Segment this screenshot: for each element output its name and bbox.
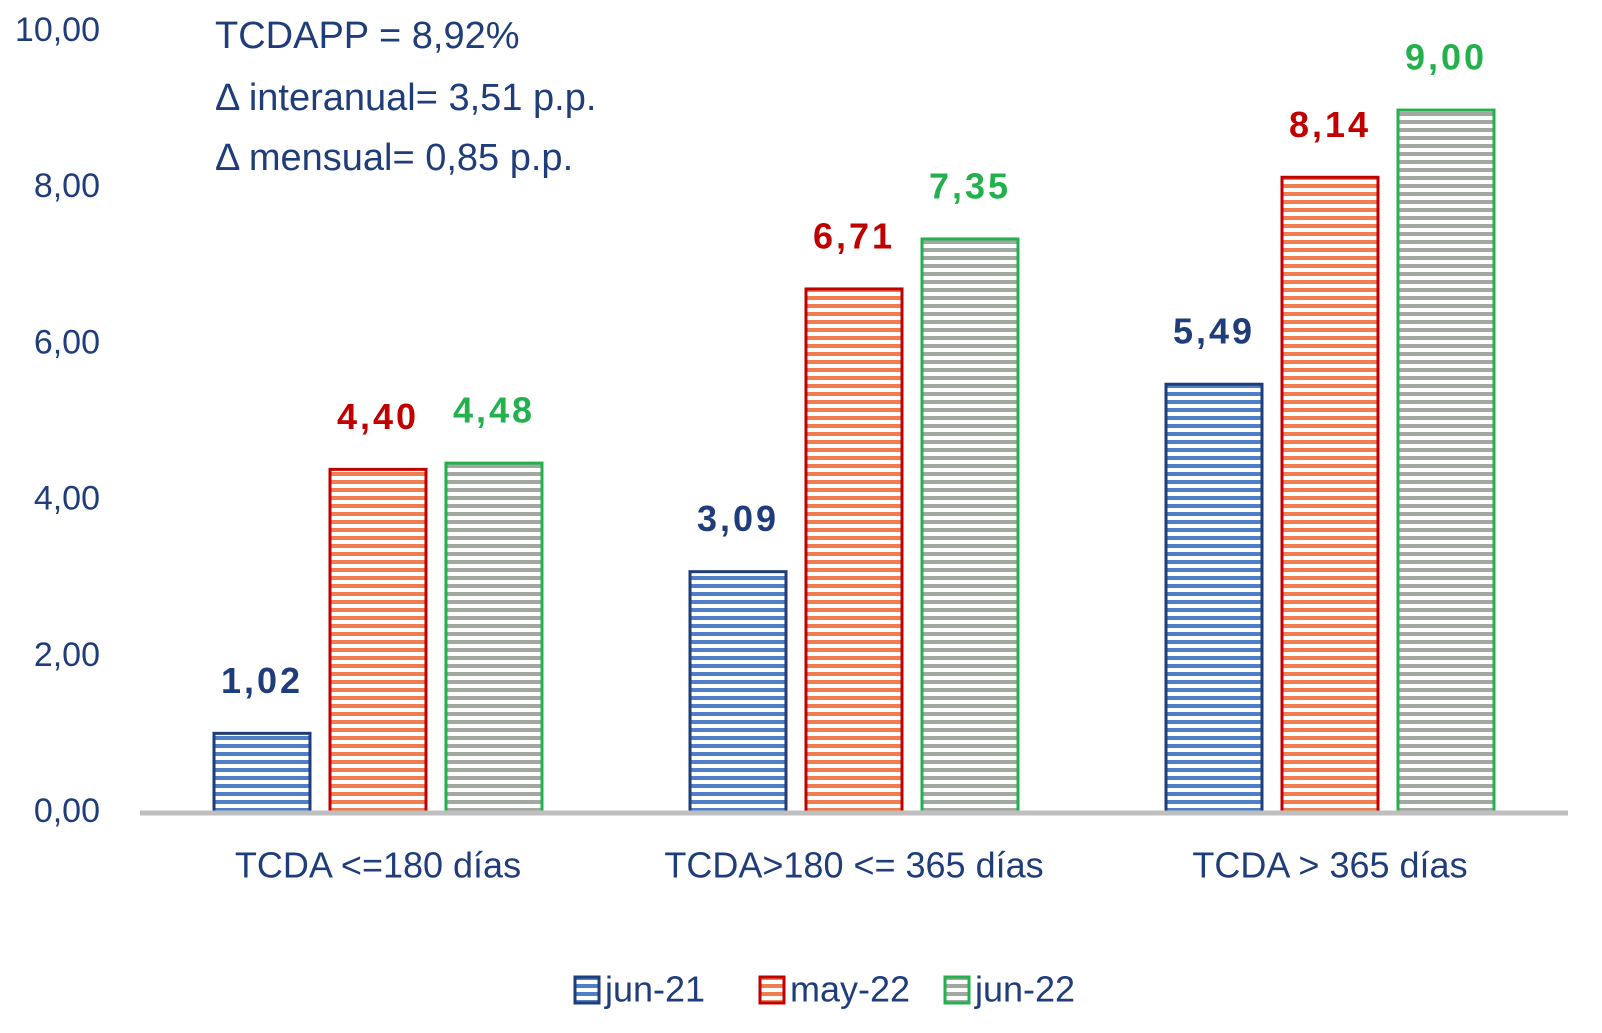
bar (804, 287, 904, 815)
legend-label: may-22 (790, 969, 910, 1010)
y-tick-label: 10,00 (15, 11, 100, 49)
y-tick-label: 2,00 (34, 636, 100, 674)
bar (328, 467, 428, 815)
legend-swatch (943, 975, 971, 1005)
value-label: 5,49 (1173, 311, 1255, 352)
bar (1396, 108, 1496, 815)
y-tick-label: 6,00 (34, 323, 100, 361)
bar (920, 237, 1020, 815)
y-tick-label: 0,00 (34, 792, 100, 830)
value-label: 7,35 (929, 165, 1011, 206)
x-tick-label: TCDA>180 <= 365 días (664, 845, 1043, 886)
annotation: TCDAPP = 8,92% (215, 15, 520, 57)
y-tick-label: 4,00 (34, 480, 100, 518)
legend-swatch (573, 975, 601, 1005)
annotation: Δ interanual= 3,51 p.p. (215, 77, 596, 119)
bar (212, 731, 312, 815)
value-label: 3,09 (697, 498, 779, 539)
annotation: Δ mensual= 0,85 p.p. (215, 137, 573, 179)
value-label: 8,14 (1289, 104, 1371, 145)
bar (1164, 382, 1264, 815)
value-label: 4,40 (337, 396, 419, 437)
value-label: 9,00 (1405, 37, 1487, 78)
x-tick-label: TCDA > 365 días (1192, 845, 1467, 886)
value-label: 1,02 (221, 660, 303, 701)
bar (444, 461, 544, 815)
legend-label: jun-21 (604, 969, 705, 1010)
bar (688, 570, 788, 815)
x-tick-label: TCDA <=180 días (235, 845, 521, 886)
value-label: 4,48 (453, 390, 535, 431)
legend-swatch (758, 975, 786, 1005)
value-label: 6,71 (813, 215, 895, 256)
bar (1280, 175, 1380, 815)
y-tick-label: 8,00 (34, 167, 100, 205)
legend-label: jun-22 (974, 969, 1075, 1010)
